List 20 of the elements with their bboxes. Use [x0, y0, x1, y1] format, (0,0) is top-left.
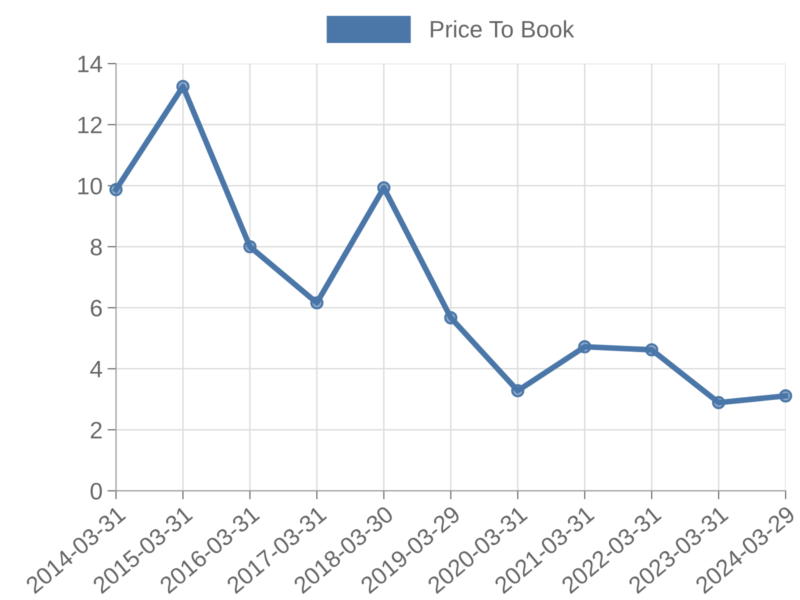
point [511, 384, 524, 398]
legend-label: Price To Book [430, 20, 574, 38]
y-tick-label: 6 [90, 300, 102, 316]
y-tick-label: 10 [78, 178, 102, 194]
y-tick-label: 12 [78, 116, 102, 134]
y-tick-label: 0 [90, 482, 102, 500]
point [176, 80, 190, 94]
point [109, 183, 123, 196]
y-tick-label: 8 [90, 238, 102, 256]
point [377, 181, 390, 194]
point [310, 296, 324, 310]
y-tick-label: 2 [90, 422, 102, 438]
y-tick-label: 4 [90, 361, 102, 378]
point [779, 389, 792, 402]
point [712, 396, 726, 410]
point [243, 240, 257, 254]
point [645, 343, 658, 356]
point [444, 311, 458, 324]
point [578, 340, 592, 354]
y-tick-label: 14 [78, 56, 102, 72]
